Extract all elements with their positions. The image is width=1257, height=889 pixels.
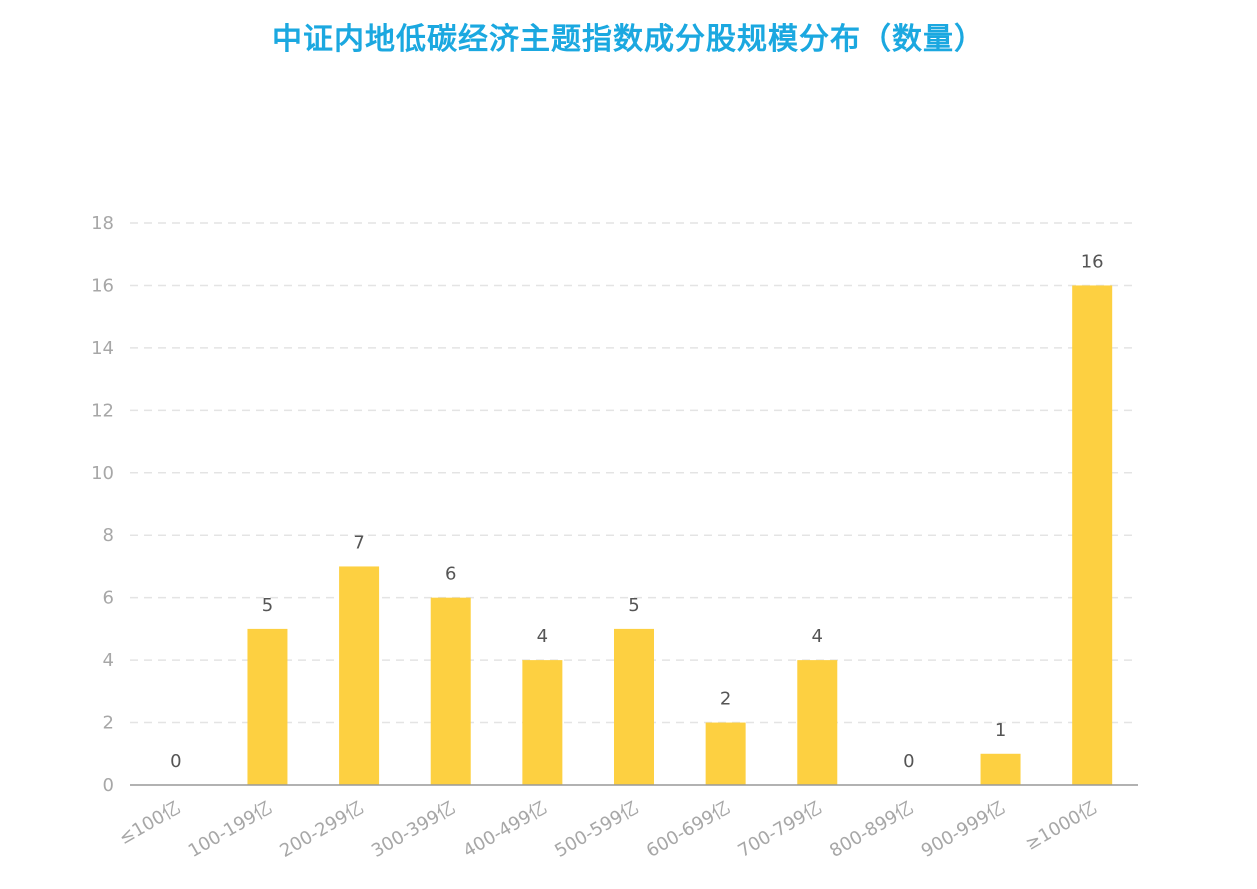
y-tick-label: 8 xyxy=(103,525,114,546)
data-label: 0 xyxy=(903,751,914,772)
chart-title: 中证内地低碳经济主题指数成分股规模分布（数量） xyxy=(272,22,985,57)
data-label: 16 xyxy=(1081,251,1104,272)
bar-2 xyxy=(339,566,380,785)
bar-6 xyxy=(705,722,746,785)
bar-9 xyxy=(980,753,1021,785)
x-tick-label: 500-599亿 xyxy=(551,797,642,862)
y-tick-label: 6 xyxy=(103,588,114,609)
data-labels: 0 5 7 6 4 5 2 4 0 1 16 xyxy=(170,251,1104,772)
y-tick-label: 10 xyxy=(91,463,114,484)
bar-4 xyxy=(522,660,563,785)
x-tick-label: ≥1000亿 xyxy=(1022,797,1101,855)
data-label: 6 xyxy=(445,564,456,585)
y-tick-label: 16 xyxy=(91,275,114,296)
y-tick-label: 4 xyxy=(103,650,114,671)
y-tick-label: 0 xyxy=(103,775,114,796)
x-tick-label: ≤100亿 xyxy=(115,797,184,849)
x-tick-label: 900-999亿 xyxy=(918,797,1009,862)
data-label: 5 xyxy=(628,595,639,616)
x-tick-label: 800-899亿 xyxy=(826,797,917,862)
data-label: 5 xyxy=(262,595,273,616)
x-tick-label: 300-399亿 xyxy=(368,797,459,862)
bars xyxy=(247,285,1113,785)
data-label: 7 xyxy=(353,532,364,553)
y-tick-label: 18 xyxy=(91,213,114,234)
data-label: 2 xyxy=(720,689,731,710)
y-tick-label: 12 xyxy=(91,400,114,421)
bar-3 xyxy=(430,597,471,785)
bar-7 xyxy=(797,660,838,785)
data-label: 1 xyxy=(995,720,1006,741)
x-tick-label: 100-199亿 xyxy=(185,797,276,862)
y-axis-ticks: 0 2 4 6 8 10 12 14 16 18 xyxy=(91,213,114,796)
data-label: 4 xyxy=(812,626,823,647)
bar-10 xyxy=(1072,285,1113,785)
y-tick-label: 2 xyxy=(103,713,114,734)
data-label: 4 xyxy=(537,626,548,647)
x-axis-ticks: ≤100亿 100-199亿 200-299亿 300-399亿 400-499亿 500… xyxy=(115,797,1100,862)
x-tick-label: 400-499亿 xyxy=(460,797,551,862)
bar-1 xyxy=(247,628,288,785)
x-tick-label: 700-799亿 xyxy=(735,797,826,862)
x-tick-label: 600-699亿 xyxy=(643,797,734,862)
data-label: 0 xyxy=(170,751,181,772)
y-tick-label: 14 xyxy=(91,338,114,359)
bar-5 xyxy=(614,628,654,785)
x-tick-label: 200-299亿 xyxy=(276,797,367,862)
